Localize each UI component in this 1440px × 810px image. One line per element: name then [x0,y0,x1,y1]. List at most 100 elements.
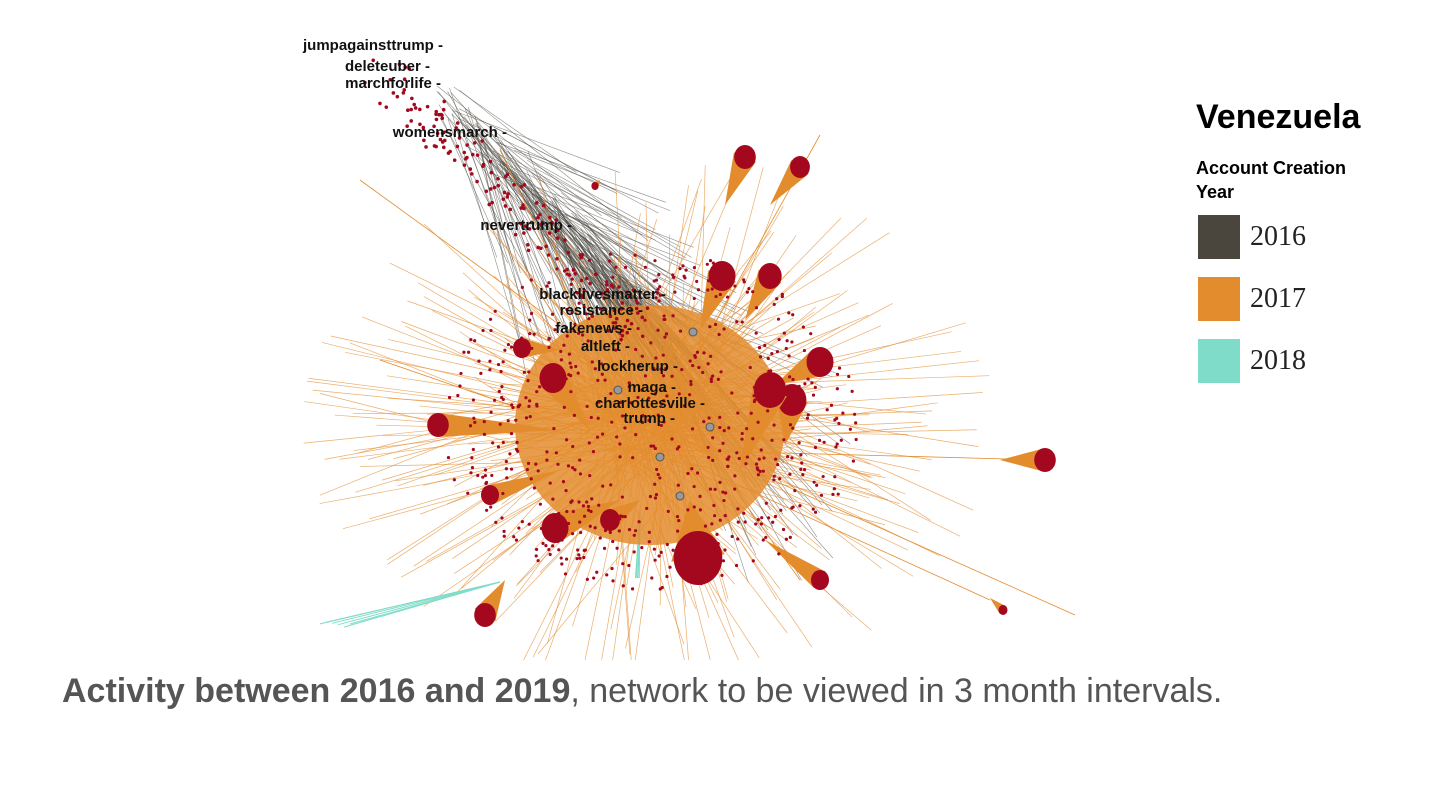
node [586,339,590,343]
node [550,312,555,316]
node [837,366,842,370]
node [690,467,694,471]
node [564,557,569,561]
edge [526,170,600,319]
node [589,415,593,420]
node [756,473,760,477]
node [653,446,657,451]
node [442,130,446,135]
node [736,411,740,415]
node [526,379,530,383]
node [702,351,706,355]
node [790,340,794,344]
node [572,413,577,417]
node [590,314,595,318]
node [615,435,619,439]
edge [458,108,659,214]
hashtag-label: fakenews - [555,320,632,337]
node [578,520,582,524]
node-cluster [708,261,736,291]
node-cluster [427,413,449,437]
node [831,492,835,496]
node [754,462,759,466]
edge [447,91,551,274]
node [378,101,382,106]
node [748,365,752,370]
node [797,384,801,388]
node [751,290,755,294]
node [772,389,777,393]
node [811,507,815,511]
node [718,480,722,484]
node [832,487,836,491]
node [630,587,635,591]
node [718,449,722,453]
node [527,522,531,526]
node [547,231,552,235]
node [569,365,573,369]
node [716,284,720,288]
edge [451,113,520,181]
node [438,137,443,142]
node [774,457,778,461]
node [587,258,591,262]
node [503,204,508,208]
node [618,455,622,459]
node [534,554,538,558]
node [759,522,764,526]
node [656,413,660,417]
node [810,381,814,385]
node [629,401,633,405]
node [598,536,602,540]
node [434,109,439,114]
node [544,544,548,548]
node [363,80,367,85]
node [757,457,761,461]
edge [449,87,535,338]
node [706,362,710,366]
node [699,582,703,586]
node [516,449,520,453]
node [584,312,588,316]
node [659,550,663,554]
node [418,107,422,112]
node [827,355,831,359]
node [723,491,728,495]
node [578,458,582,462]
node [673,290,677,294]
node [403,65,408,70]
node [799,453,803,457]
hashtag-label: blacklivesmatter - [539,286,666,303]
node [575,557,579,561]
node [547,336,551,340]
node [659,423,663,428]
node [806,413,810,417]
node [722,429,726,433]
edge [447,118,498,258]
edge [464,116,613,304]
node [617,529,621,533]
node [555,267,559,271]
node [402,88,407,92]
node [763,343,767,348]
node [515,440,519,444]
node [668,565,672,569]
node [578,472,583,476]
node [759,448,763,452]
node [657,273,661,277]
node [509,467,514,471]
node [587,317,591,321]
node [825,408,829,412]
node [610,566,614,571]
node [567,373,571,377]
node [388,77,392,82]
node [560,562,564,566]
node [647,530,651,534]
node [570,499,574,503]
node [554,218,559,222]
hub [655,452,665,462]
node [703,524,708,528]
node [745,455,749,459]
node [594,272,598,276]
node [484,189,489,194]
